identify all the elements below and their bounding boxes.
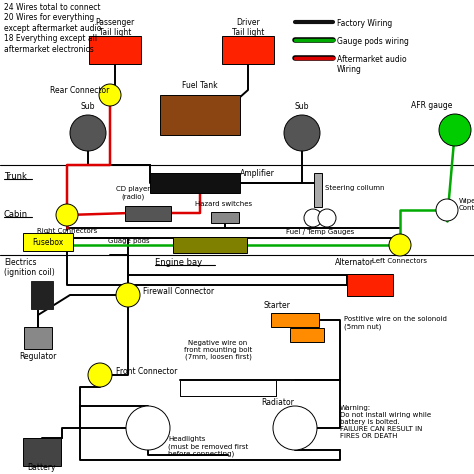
Text: Right Connectors: Right Connectors <box>37 228 97 234</box>
FancyBboxPatch shape <box>180 380 276 396</box>
Text: Fuel / Temp Gauges: Fuel / Temp Gauges <box>286 229 354 235</box>
FancyBboxPatch shape <box>290 328 324 342</box>
Text: Gauge pods wiring: Gauge pods wiring <box>337 37 409 46</box>
Circle shape <box>88 363 112 387</box>
Text: Aftermarket audio
Wiring: Aftermarket audio Wiring <box>337 55 407 74</box>
Circle shape <box>70 115 106 151</box>
FancyBboxPatch shape <box>347 274 393 296</box>
Circle shape <box>126 406 170 450</box>
Text: Alternator: Alternator <box>335 258 374 267</box>
FancyBboxPatch shape <box>125 206 171 220</box>
Text: Fuel Tank: Fuel Tank <box>182 81 218 90</box>
Text: Amplifier: Amplifier <box>240 169 275 178</box>
Text: Factory Wiring: Factory Wiring <box>337 19 392 28</box>
Circle shape <box>273 406 317 450</box>
Text: Left Connectors: Left Connectors <box>373 258 428 264</box>
Text: Steering collumn: Steering collumn <box>325 185 384 191</box>
FancyBboxPatch shape <box>211 211 239 222</box>
Text: Battery: Battery <box>28 463 56 472</box>
Circle shape <box>284 115 320 151</box>
Circle shape <box>439 114 471 146</box>
FancyBboxPatch shape <box>23 233 73 251</box>
Text: Rear Connector: Rear Connector <box>50 85 109 94</box>
Text: Headlights
(must be removed first
before connecting): Headlights (must be removed first before… <box>168 436 248 457</box>
Text: Hazard switches: Hazard switches <box>195 201 253 207</box>
Text: Front Connector: Front Connector <box>116 366 177 375</box>
Text: Warning:
Do not install wiring while
battery is bolted.
FAILURE CAN RESULT IN
FI: Warning: Do not install wiring while bat… <box>340 405 431 439</box>
Text: Regulator: Regulator <box>19 352 57 361</box>
Text: Fusebox: Fusebox <box>32 237 64 246</box>
Text: Negative wire on
front mounting bolt
(7mm, loosen first): Negative wire on front mounting bolt (7m… <box>184 340 252 361</box>
Text: Electrics
(ignition coil): Electrics (ignition coil) <box>4 258 55 277</box>
FancyBboxPatch shape <box>222 36 274 64</box>
FancyBboxPatch shape <box>173 237 247 253</box>
Text: Sub: Sub <box>81 102 95 111</box>
Text: Passenger
Tail light: Passenger Tail light <box>95 18 135 37</box>
Circle shape <box>56 204 78 226</box>
FancyBboxPatch shape <box>24 327 52 349</box>
Text: Cabin: Cabin <box>4 210 28 219</box>
Circle shape <box>116 283 140 307</box>
Circle shape <box>99 84 121 106</box>
FancyBboxPatch shape <box>271 313 319 327</box>
FancyBboxPatch shape <box>180 380 276 396</box>
Text: Wiper
Contols: Wiper Contols <box>459 198 474 210</box>
FancyBboxPatch shape <box>160 95 240 135</box>
Text: Postitive wire on the solonoid
(5mm nut): Postitive wire on the solonoid (5mm nut) <box>344 316 447 329</box>
Text: Sub: Sub <box>295 102 309 111</box>
FancyBboxPatch shape <box>89 36 141 64</box>
Text: Starter: Starter <box>264 301 291 310</box>
Text: Driver
Tail light: Driver Tail light <box>232 18 264 37</box>
Text: 24 Wires total to connect
20 Wires for everything
except aftermarket audio
18 Ev: 24 Wires total to connect 20 Wires for e… <box>4 3 101 54</box>
Text: Engine bay: Engine bay <box>155 258 202 267</box>
FancyBboxPatch shape <box>150 173 240 193</box>
Text: AFR gauge: AFR gauge <box>410 101 452 110</box>
FancyBboxPatch shape <box>314 173 322 207</box>
Circle shape <box>436 199 458 221</box>
Circle shape <box>389 234 411 256</box>
Circle shape <box>304 209 322 227</box>
Text: Radiator: Radiator <box>262 398 294 407</box>
Text: Guage pods: Guage pods <box>108 238 150 244</box>
FancyBboxPatch shape <box>31 281 53 309</box>
Text: Trunk: Trunk <box>4 172 27 181</box>
FancyBboxPatch shape <box>23 438 61 466</box>
Circle shape <box>318 209 336 227</box>
Text: CD player
(radio): CD player (radio) <box>116 186 150 200</box>
Text: Firewall Connector: Firewall Connector <box>143 286 214 295</box>
